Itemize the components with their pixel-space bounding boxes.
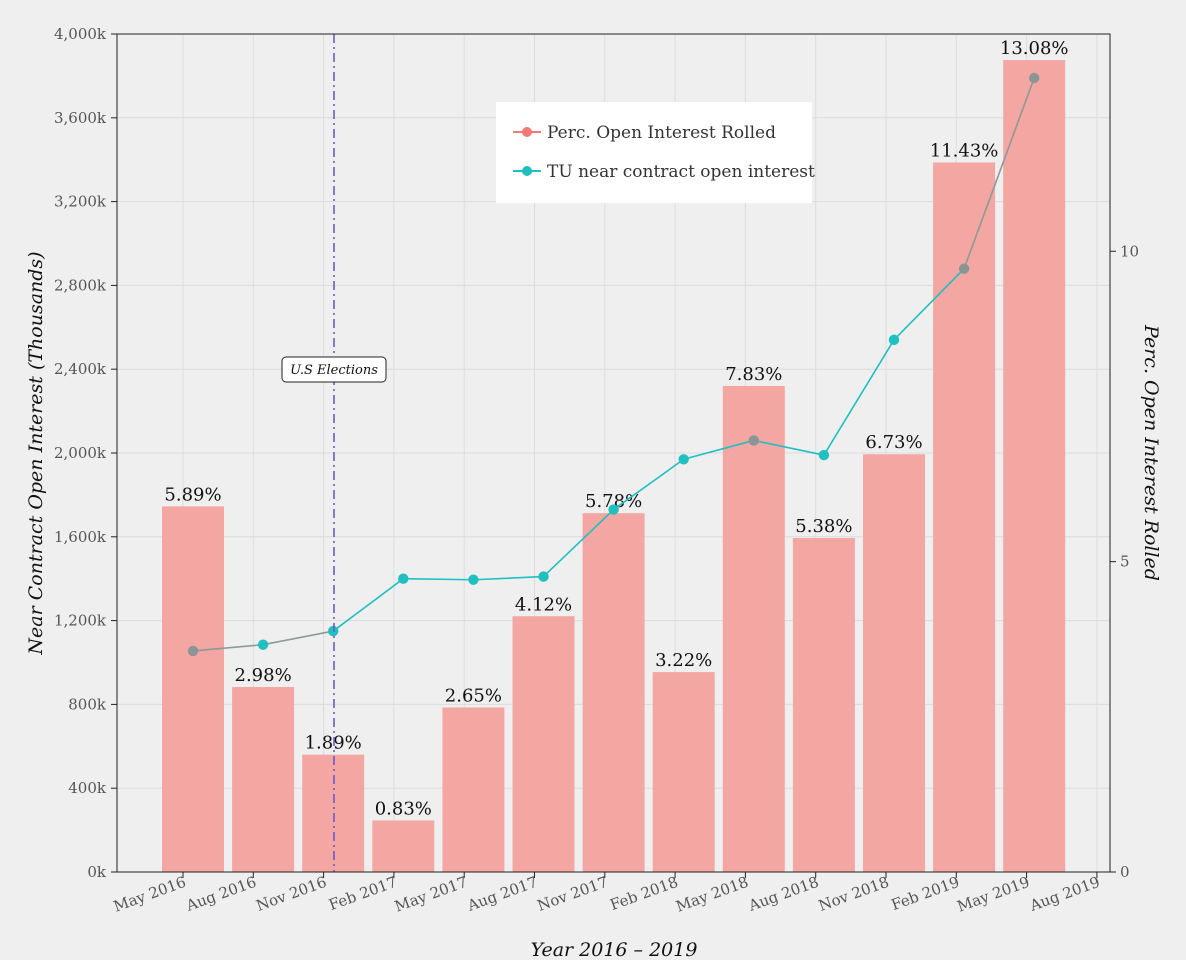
line-segment — [753, 439, 825, 456]
bar-label: 6.73% — [865, 432, 922, 453]
legend-box — [496, 102, 812, 203]
bar-label: 3.22% — [655, 650, 712, 671]
x-axis-title: Year 2016 – 2019 — [531, 939, 698, 960]
line-point — [888, 334, 900, 346]
x-tick-label: Aug 2016 — [183, 873, 259, 915]
line-point — [257, 639, 269, 650]
bar-label: 5.38% — [795, 516, 852, 537]
x-tick-label: May 2016 — [111, 873, 188, 916]
line-point — [818, 449, 830, 461]
bar — [162, 506, 224, 872]
line-segment — [683, 439, 755, 461]
y-tick-label-left: 2,800k — [54, 276, 107, 294]
legend-label-bar: Perc. Open Interest Rolled — [547, 123, 776, 143]
bar-label: 5.89% — [164, 484, 221, 505]
bar — [652, 672, 715, 872]
y-tick-label-left: 400k — [68, 779, 107, 797]
line-point — [678, 454, 689, 465]
line-point — [608, 504, 619, 515]
y-tick-label-left: 4,000k — [54, 25, 107, 43]
line-series — [187, 72, 1040, 657]
bar-label: 13.08% — [1000, 38, 1069, 59]
bar — [582, 513, 645, 872]
bar-label: 5.78% — [585, 491, 642, 512]
x-tick-label: Aug 2017 — [464, 873, 540, 915]
bar-label: 4.12% — [515, 594, 572, 615]
line-point — [748, 435, 759, 446]
legend-marker-line — [522, 166, 532, 176]
election-annotation-text: U.S Elections — [290, 363, 378, 378]
line-point — [958, 263, 970, 274]
bar — [1003, 60, 1066, 873]
bar — [863, 454, 925, 872]
election-annotation-box — [281, 356, 387, 383]
y-axis-right-title: Perc. Open Interest Rolled — [1140, 324, 1162, 581]
x-tick-label: Nov 2017 — [535, 873, 610, 915]
line-segment — [262, 630, 334, 646]
legend-marker-bar — [522, 127, 532, 137]
y-tick-label-left: 1,600k — [54, 528, 107, 546]
bar — [512, 616, 575, 872]
bar — [792, 538, 855, 872]
legend-label-line: TU near contract open interest — [547, 162, 815, 182]
y-tick-label-left: 2,000k — [54, 444, 107, 462]
legend: Perc. Open Interest Rolled TU near contr… — [496, 102, 815, 203]
y-tick-label-left: 0k — [87, 863, 107, 881]
y-axis-left-title: Near Contract Open Interest (Thousands) — [25, 251, 47, 655]
bar — [933, 162, 996, 872]
y-tick-label-right: 0 — [1120, 863, 1130, 881]
bar-label: 2.98% — [235, 665, 292, 686]
line-segment — [893, 268, 965, 341]
y-tick-label-left: 3,200k — [54, 193, 107, 211]
x-tick-label: May 2019 — [955, 873, 1032, 916]
line-segment — [403, 577, 474, 581]
y-tick-label-right: 10 — [1120, 242, 1139, 260]
line-point — [1029, 72, 1040, 84]
y-tick-label-left: 800k — [68, 695, 107, 713]
line-point — [398, 573, 409, 584]
election-annotation: U.S Elections — [281, 356, 387, 383]
x-tick-label: Aug 2019 — [1027, 873, 1103, 915]
bar-label: 0.83% — [375, 798, 432, 819]
x-tick-label: Aug 2018 — [745, 873, 821, 915]
y-tick-label-left: 2,400k — [54, 360, 107, 378]
line-segment — [613, 458, 685, 511]
bar — [442, 707, 505, 872]
x-tick-label: May 2018 — [673, 873, 750, 916]
line-segment — [332, 578, 404, 632]
x-tick-label: Feb 2018 — [608, 873, 681, 914]
line-segment — [473, 575, 544, 581]
bar — [372, 820, 435, 872]
x-tick-label: Nov 2016 — [254, 873, 329, 915]
x-tick-label: Feb 2017 — [326, 873, 399, 914]
line-point — [187, 645, 199, 657]
bar-label: 2.65% — [445, 686, 502, 707]
line-segment — [963, 77, 1035, 269]
y-tick-label-right: 5 — [1120, 553, 1130, 571]
bar — [722, 385, 785, 872]
bar — [232, 687, 295, 872]
bar-label: 11.43% — [930, 140, 999, 161]
y-tick-label-left: 1,200k — [54, 612, 107, 630]
x-tick-label: Nov 2018 — [816, 873, 891, 915]
bar-label: 7.83% — [725, 364, 782, 385]
line-segment — [823, 339, 895, 456]
y-tick-label-left: 3,600k — [54, 109, 107, 127]
line-point — [468, 574, 479, 585]
x-tick-label: Feb 2019 — [889, 873, 962, 914]
x-tick-label: May 2017 — [392, 873, 469, 916]
line-segment — [192, 643, 264, 652]
line-segment — [542, 508, 615, 578]
line-point — [538, 571, 549, 582]
